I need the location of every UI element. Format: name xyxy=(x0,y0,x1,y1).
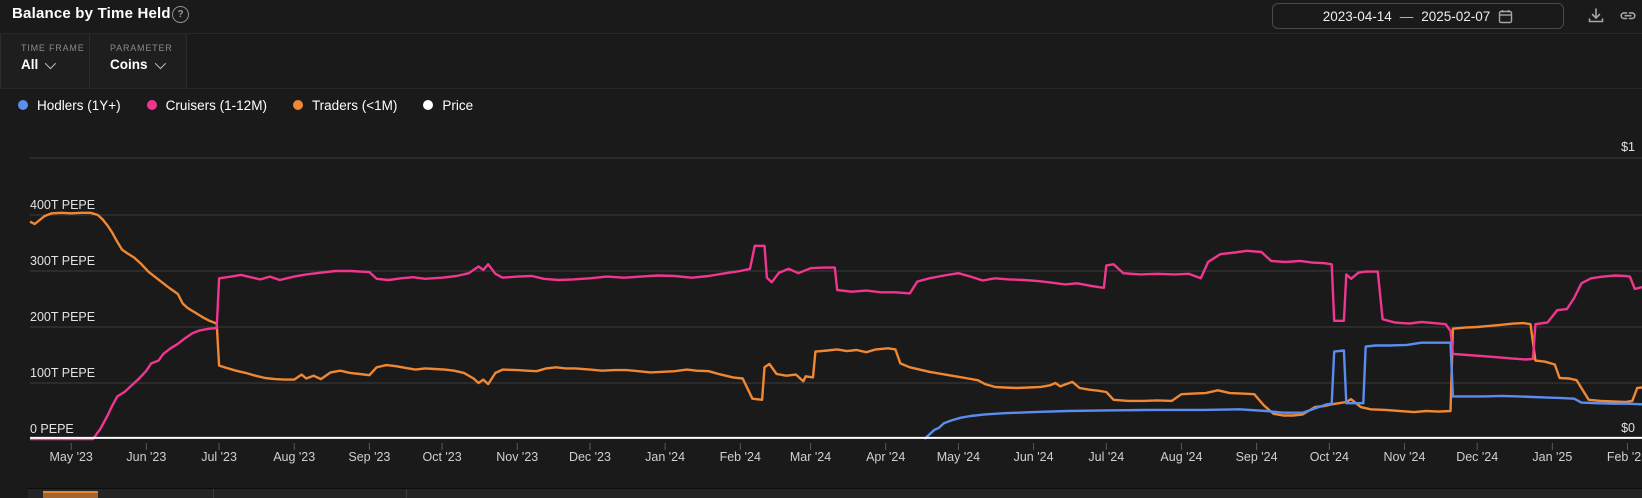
x-axis-label: Oct '23 xyxy=(422,450,462,464)
controls-divider xyxy=(0,88,1642,89)
help-icon[interactable]: ? xyxy=(172,6,189,23)
date-range-end: 2025-02-07 xyxy=(1421,8,1491,24)
x-axis-label: Apr '24 xyxy=(866,450,906,464)
series-line-hodlers-1y- xyxy=(923,341,1642,440)
x-axis-label: Mar '24 xyxy=(789,450,832,464)
right-axis-label: $1 xyxy=(1621,140,1635,154)
x-axis-label: May '24 xyxy=(936,450,981,464)
y-axis-label: 200T PEPE xyxy=(30,310,96,324)
control-time-frame[interactable]: TIME FRAME All xyxy=(0,34,90,88)
date-range-start: 2023-04-14 xyxy=(1322,8,1392,24)
control-label: PARAMETER xyxy=(110,43,173,53)
brush-mini-series xyxy=(43,491,98,498)
x-axis-label: Feb '24 xyxy=(719,450,761,464)
right-axis-label: $0 xyxy=(1621,421,1635,435)
control-value: All xyxy=(21,57,39,72)
control-label: TIME FRAME xyxy=(21,43,85,53)
download-icon[interactable] xyxy=(1586,6,1606,26)
legend-label: Hodlers (1Y+) xyxy=(37,97,121,113)
x-axis-label: Jan '25 xyxy=(1532,450,1573,464)
legend-label: Traders (<1M) xyxy=(311,97,398,113)
x-axis-label: Aug '24 xyxy=(1160,450,1203,464)
y-axis-label: 300T PEPE xyxy=(30,254,96,268)
control-value: Coins xyxy=(110,57,148,72)
y-axis-label: 400T PEPE xyxy=(30,198,96,212)
x-axis-label: Dec '24 xyxy=(1456,450,1499,464)
legend-item-cruisers-1-12m-[interactable]: Cruisers (1-12M) xyxy=(146,97,267,113)
x-axis-label: Dec '23 xyxy=(568,450,611,464)
legend-dot-icon xyxy=(18,100,28,110)
range-brush[interactable] xyxy=(28,488,1642,498)
legend-item-traders-1m-[interactable]: Traders (<1M) xyxy=(292,97,398,113)
x-axis-label: Nov '24 xyxy=(1383,450,1426,464)
y-axis-label: 0 PEPE xyxy=(30,422,74,436)
control-parameter[interactable]: PARAMETER Coins xyxy=(90,34,187,88)
brush-divider[interactable] xyxy=(406,489,407,498)
chart-plot-area[interactable] xyxy=(0,120,1642,498)
chart-controls: TIME FRAME All PARAMETER Coins xyxy=(0,34,187,88)
legend-item-hodlers-1y-[interactable]: Hodlers (1Y+) xyxy=(18,98,121,113)
date-range-picker[interactable]: 2023-04-14 — 2025-02-07 xyxy=(1272,3,1564,29)
x-axis-label: Jul '23 xyxy=(201,450,237,464)
calendar-icon xyxy=(1498,9,1513,24)
series-line-cruisers-1-12m- xyxy=(30,244,1642,441)
x-axis-label: Jul '24 xyxy=(1088,450,1125,464)
legend-label: Price xyxy=(442,97,474,113)
x-axis-label: Oct '24 xyxy=(1309,450,1349,464)
chevron-down-icon xyxy=(45,57,57,69)
series-line-traders-1m- xyxy=(29,211,1642,417)
legend-dot-icon xyxy=(423,100,434,110)
x-axis-label: Sep '23 xyxy=(348,450,391,464)
x-axis-label: Feb '25 xyxy=(1606,450,1642,464)
header-divider xyxy=(0,33,1642,34)
legend-label: Cruisers (1-12M) xyxy=(165,97,267,113)
x-axis-label: Jun '23 xyxy=(126,450,167,464)
legend-dot-icon xyxy=(292,100,303,110)
x-axis-label: May '23 xyxy=(49,450,93,464)
legend-item-price[interactable]: Price xyxy=(423,98,473,113)
link-icon[interactable] xyxy=(1618,6,1638,26)
chevron-down-icon xyxy=(154,57,166,69)
chart-legend: Hodlers (1Y+) Cruisers (1-12M) Traders (<1… xyxy=(18,96,473,114)
x-axis-label: Aug '23 xyxy=(273,450,316,464)
page-title: Balance by Time Held xyxy=(12,5,171,22)
x-axis-label: Jun '24 xyxy=(1013,450,1054,464)
brush-divider[interactable] xyxy=(213,489,214,498)
legend-dot-icon xyxy=(146,100,157,110)
x-axis-label: Nov '23 xyxy=(496,450,539,464)
x-axis-label: Sep '24 xyxy=(1235,450,1278,464)
x-axis-label: Jan '24 xyxy=(645,450,686,464)
y-axis-label: 100T PEPE xyxy=(30,366,96,380)
date-range-separator: — xyxy=(1399,8,1414,24)
